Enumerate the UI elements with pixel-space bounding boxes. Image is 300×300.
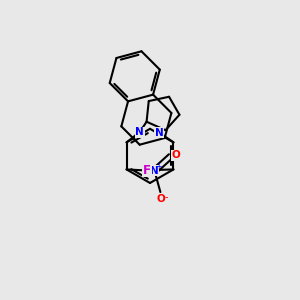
Text: N: N xyxy=(155,128,164,138)
Text: O: O xyxy=(172,150,180,160)
Text: N: N xyxy=(135,127,144,137)
Text: -: - xyxy=(164,192,168,203)
Text: O: O xyxy=(156,194,165,204)
Text: N: N xyxy=(150,166,159,176)
Text: F: F xyxy=(143,164,151,176)
Text: +: + xyxy=(155,162,162,171)
